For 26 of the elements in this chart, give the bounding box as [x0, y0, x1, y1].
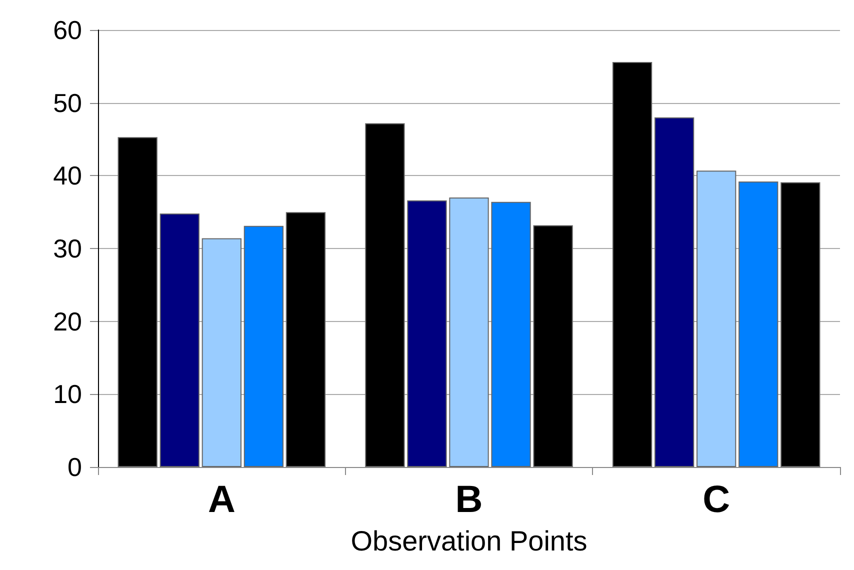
bar — [365, 123, 405, 467]
bar — [407, 200, 447, 467]
x-tick-label: B — [455, 479, 483, 521]
bar — [160, 214, 200, 467]
bar — [286, 212, 326, 467]
x-axis-title: Observation Points — [350, 526, 588, 556]
bar — [202, 238, 242, 467]
y-tick-label: 40 — [53, 160, 82, 191]
bar — [533, 225, 573, 467]
x-tick-label: A — [208, 479, 236, 521]
bar — [118, 137, 158, 467]
y-tick-label: 50 — [53, 88, 82, 118]
bar — [491, 202, 531, 467]
y-tick-label: 20 — [53, 306, 82, 336]
bar — [738, 181, 778, 467]
bar — [780, 182, 820, 467]
y-tick-label: 60 — [53, 15, 82, 45]
y-tick-label: 30 — [53, 234, 82, 264]
bar — [449, 198, 489, 467]
bar — [244, 226, 284, 467]
y-tick-label: 0 — [68, 452, 82, 482]
y-tick-label: 10 — [53, 379, 82, 410]
bar — [612, 62, 652, 467]
bar — [696, 170, 736, 467]
x-tick-label: C — [702, 479, 730, 521]
bar — [654, 117, 694, 467]
